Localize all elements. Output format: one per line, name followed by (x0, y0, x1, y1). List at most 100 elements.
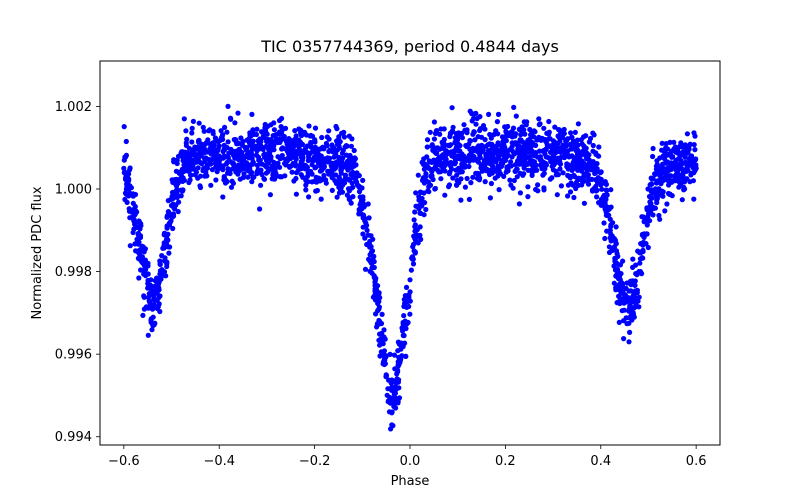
data-point (300, 148, 306, 155)
data-point (247, 149, 253, 155)
data-point (629, 313, 636, 319)
data-point (628, 297, 634, 303)
data-point (207, 160, 213, 166)
data-point (482, 179, 488, 185)
data-point (181, 177, 187, 183)
data-point (503, 169, 509, 175)
data-point (455, 153, 461, 159)
data-point (359, 198, 365, 204)
data-point (300, 155, 306, 161)
data-point (467, 137, 473, 144)
data-point (261, 176, 268, 182)
data-point (350, 169, 356, 176)
data-point (292, 140, 298, 146)
data-point (263, 170, 269, 176)
data-point (636, 294, 642, 300)
data-point (132, 221, 138, 227)
data-point (307, 150, 313, 156)
data-point (413, 232, 419, 238)
data-point (164, 223, 170, 229)
data-point (239, 163, 245, 169)
data-point (368, 249, 375, 255)
data-point (301, 164, 308, 170)
data-point (434, 150, 440, 156)
data-point (255, 144, 261, 150)
data-point (674, 161, 680, 167)
data-point (333, 151, 339, 157)
data-point (188, 157, 194, 163)
data-point (192, 153, 198, 159)
data-point (410, 261, 417, 267)
data-point (392, 390, 398, 396)
data-point (341, 134, 347, 140)
data-point (471, 129, 477, 135)
data-point (502, 149, 508, 155)
data-point (478, 162, 484, 168)
data-point (601, 193, 608, 199)
data-point (145, 332, 151, 338)
data-point (679, 197, 685, 203)
data-point (517, 190, 524, 196)
data-point (155, 304, 161, 310)
data-point (122, 196, 128, 203)
data-point (374, 324, 380, 330)
data-point (381, 327, 387, 333)
data-point (576, 150, 582, 156)
data-point (549, 163, 555, 169)
data-point (454, 172, 460, 178)
data-point (395, 398, 401, 404)
data-point (546, 143, 552, 149)
data-point (421, 212, 427, 218)
data-point (214, 169, 220, 175)
data-point (247, 166, 253, 172)
data-point (271, 120, 277, 126)
data-point (626, 320, 632, 326)
data-point (224, 129, 230, 135)
data-point (201, 128, 207, 134)
data-point (496, 168, 502, 174)
data-point (484, 167, 490, 173)
data-point (585, 174, 591, 180)
data-point (586, 157, 592, 163)
data-point (412, 209, 418, 215)
data-point (534, 167, 540, 173)
data-point (641, 231, 648, 237)
data-point (364, 227, 370, 233)
data-point (438, 176, 444, 182)
data-point (530, 152, 536, 158)
data-point (226, 150, 232, 156)
data-point (183, 161, 189, 167)
data-point (230, 180, 236, 186)
data-point (345, 176, 351, 182)
data-point (628, 288, 634, 294)
data-point (645, 186, 651, 192)
data-point (263, 129, 269, 135)
data-point (306, 123, 312, 129)
data-point (378, 320, 385, 327)
data-point (449, 105, 455, 111)
data-point (426, 189, 432, 195)
data-point (220, 194, 226, 200)
data-point (376, 306, 382, 312)
data-point (389, 377, 395, 383)
data-point (356, 211, 362, 217)
data-point (328, 163, 335, 169)
data-point (461, 122, 467, 128)
data-point (257, 206, 263, 212)
data-point (341, 129, 347, 135)
data-point (395, 363, 401, 369)
data-point (647, 194, 653, 200)
data-point (574, 137, 581, 143)
data-point (335, 161, 342, 167)
data-point (516, 126, 523, 132)
data-point (644, 222, 650, 228)
data-point (152, 278, 158, 284)
data-point (344, 192, 350, 198)
data-point (538, 161, 544, 167)
data-point (443, 156, 449, 162)
data-point (595, 153, 601, 159)
data-point (195, 165, 201, 171)
data-point (503, 129, 509, 135)
x-tick-label: −0.4 (203, 454, 235, 469)
data-point (617, 281, 623, 287)
